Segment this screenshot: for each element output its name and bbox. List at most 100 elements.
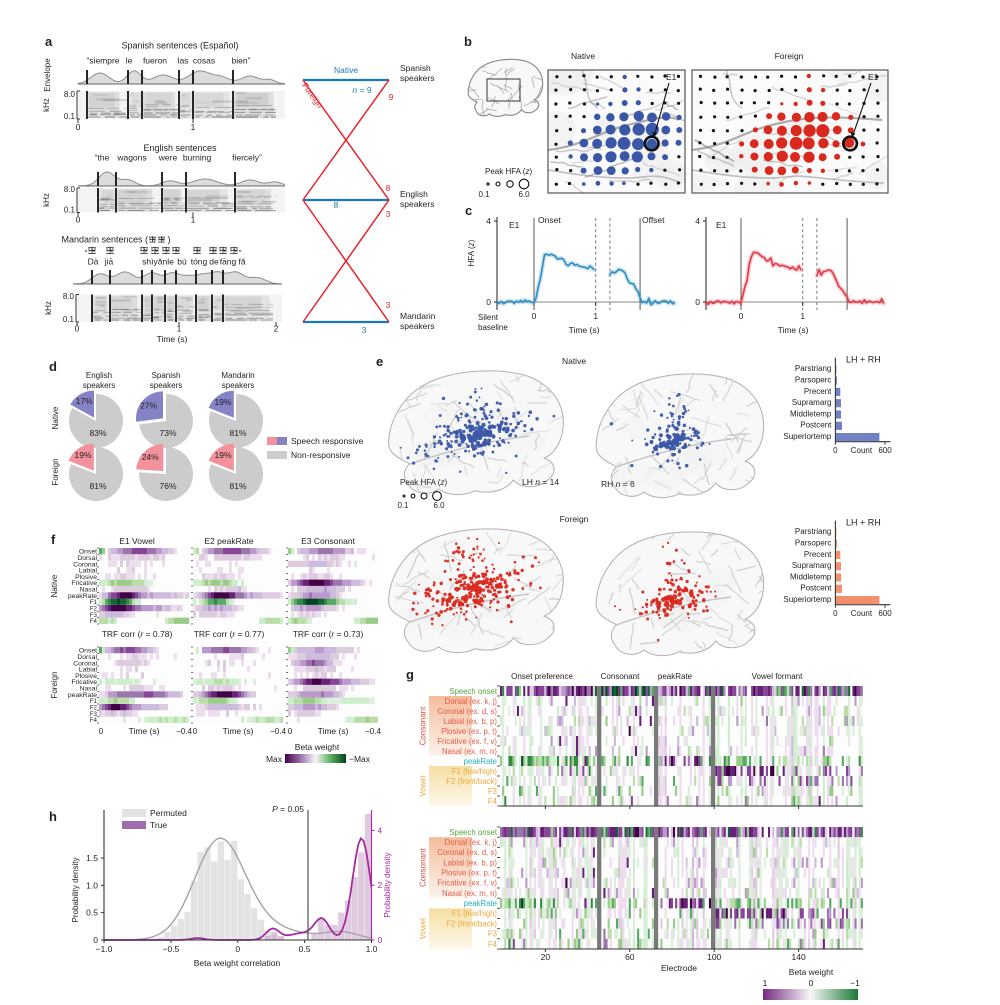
svg-text:speakers: speakers — [150, 381, 182, 390]
svg-text:81%: 81% — [229, 481, 246, 491]
svg-text:83%: 83% — [89, 428, 106, 438]
svg-text:kHz: kHz — [42, 193, 51, 207]
svg-text:Precent: Precent — [804, 387, 832, 396]
svg-text:0: 0 — [532, 311, 537, 321]
svg-text:Middletemp: Middletemp — [790, 572, 832, 581]
svg-text:LH + RH: LH + RH — [846, 518, 881, 528]
svg-text:baseline: baseline — [478, 323, 508, 332]
svg-text:le: le — [126, 56, 133, 66]
svg-text:h: h — [49, 809, 57, 824]
svg-text:1: 1 — [177, 324, 182, 334]
svg-text:Postcent: Postcent — [800, 584, 832, 593]
svg-text:20: 20 — [541, 952, 551, 962]
svg-text:fueron: fueron — [143, 56, 167, 66]
svg-text:Dà: Dà — [88, 257, 99, 267]
svg-text:English: English — [86, 371, 112, 380]
svg-text:81%: 81% — [229, 428, 246, 438]
svg-text:F1 (low/high): F1 (low/high) — [452, 909, 497, 918]
svg-text:Spanish: Spanish — [400, 63, 431, 73]
svg-text:“the: “the — [95, 153, 110, 163]
svg-text:F1 (low/high): F1 (low/high) — [452, 767, 497, 776]
svg-text:E1: E1 — [868, 72, 879, 82]
svg-text:Dorsal (ex. k, j): Dorsal (ex. k, j) — [445, 838, 498, 847]
svg-text:Nasal (ex. m, n): Nasal (ex. m, n) — [442, 889, 497, 898]
svg-text:4: 4 — [486, 216, 491, 226]
svg-text:Native: Native — [571, 51, 595, 61]
svg-text:0: 0 — [378, 935, 383, 945]
svg-text:Native: Native — [562, 356, 586, 366]
svg-text:Plosive (ex. p, t): Plosive (ex. p, t) — [441, 727, 497, 736]
svg-text:d: d — [49, 359, 57, 374]
svg-text:600: 600 — [878, 609, 892, 618]
svg-text:−0.5: −0.5 — [163, 944, 180, 954]
svg-text:Foreign: Foreign — [50, 671, 59, 698]
svg-text:Plosive (ex. p, t): Plosive (ex. p, t) — [441, 869, 497, 878]
svg-text:LH + RH: LH + RH — [846, 355, 881, 365]
svg-text:las: las — [178, 56, 189, 66]
svg-text:Coronal (ex. d, s): Coronal (ex. d, s) — [437, 848, 497, 857]
svg-text:TRF corr (r = 0.78): TRF corr (r = 0.78) — [102, 629, 173, 639]
svg-text:600: 600 — [878, 446, 892, 455]
svg-text:Postcent: Postcent — [800, 421, 832, 430]
svg-text:Speech onset: Speech onset — [449, 828, 498, 837]
svg-text:fă: fă — [238, 257, 245, 267]
svg-text:c: c — [465, 203, 472, 218]
svg-text:0: 0 — [695, 297, 700, 307]
svg-text:HFA (z): HFA (z) — [467, 239, 476, 266]
svg-text:2: 2 — [274, 324, 279, 334]
svg-text:Native: Native — [50, 574, 59, 597]
svg-text:n = 9: n = 9 — [352, 85, 371, 95]
svg-text:Count: Count — [851, 446, 873, 455]
svg-text:3: 3 — [386, 300, 391, 310]
svg-text:Superiortemp: Superiortemp — [783, 432, 832, 441]
svg-text:kHz: kHz — [42, 98, 51, 112]
svg-text:TRF corr (r = 0.77): TRF corr (r = 0.77) — [194, 629, 265, 639]
svg-text:1.0: 1.0 — [366, 944, 378, 954]
svg-text:Time (s): Time (s) — [318, 726, 349, 736]
svg-text:Consonant: Consonant — [419, 848, 428, 887]
svg-text:Spanish sentences (Español): Spanish sentences (Español) — [121, 41, 238, 51]
svg-text:Spanish: Spanish — [152, 371, 181, 380]
svg-text:0.1: 0.1 — [63, 315, 75, 324]
svg-text:Probability density: Probability density — [71, 858, 80, 923]
svg-text:kHz: kHz — [44, 301, 53, 315]
svg-text:3: 3 — [362, 325, 367, 335]
svg-text:Peak HFA (z): Peak HFA (z) — [485, 167, 532, 176]
svg-text:Onset: Onset — [538, 215, 561, 225]
svg-text:8: 8 — [386, 183, 391, 193]
svg-text:Dorsal (ex. k, j): Dorsal (ex. k, j) — [445, 697, 498, 706]
svg-text:19%: 19% — [214, 450, 231, 460]
svg-text:were: were — [158, 153, 178, 163]
svg-text:bù: bù — [177, 257, 187, 267]
svg-text:Precent: Precent — [804, 550, 832, 559]
svg-text:6.0: 6.0 — [518, 190, 530, 199]
svg-text:Probability density: Probability density — [383, 853, 392, 918]
svg-text:Native: Native — [334, 65, 358, 75]
svg-text:peakRate: peakRate — [658, 672, 693, 681]
svg-text:Foreign: Foreign — [775, 51, 804, 61]
svg-text:speakers: speakers — [83, 381, 115, 390]
svg-text:Foreign: Foreign — [560, 514, 589, 524]
svg-text:Time (s): Time (s) — [569, 325, 600, 335]
svg-text:F3: F3 — [488, 787, 497, 796]
svg-text:b: b — [464, 34, 472, 49]
svg-text:speakers: speakers — [400, 73, 435, 83]
svg-text:4: 4 — [695, 216, 700, 226]
svg-text:RH n = 6: RH n = 6 — [601, 479, 635, 489]
svg-text:0: 0 — [809, 978, 814, 988]
svg-text:81%: 81% — [89, 481, 106, 491]
svg-text:English: English — [400, 189, 428, 199]
svg-text:0: 0 — [99, 727, 104, 736]
svg-text:F4: F4 — [488, 940, 498, 949]
svg-text:Envelope: Envelope — [43, 58, 52, 92]
svg-text:peakRate: peakRate — [464, 899, 497, 908]
svg-text:Superiortemp: Superiortemp — [783, 595, 832, 604]
svg-text:140: 140 — [792, 952, 806, 962]
svg-text:E1: E1 — [509, 220, 520, 230]
svg-text:bien”: bien” — [232, 56, 251, 66]
svg-text:0: 0 — [833, 609, 838, 618]
svg-text:19%: 19% — [214, 397, 231, 407]
svg-text:1: 1 — [191, 215, 196, 225]
svg-text:−1: −1 — [850, 978, 860, 988]
svg-text:“siempre: “siempre — [86, 56, 119, 66]
